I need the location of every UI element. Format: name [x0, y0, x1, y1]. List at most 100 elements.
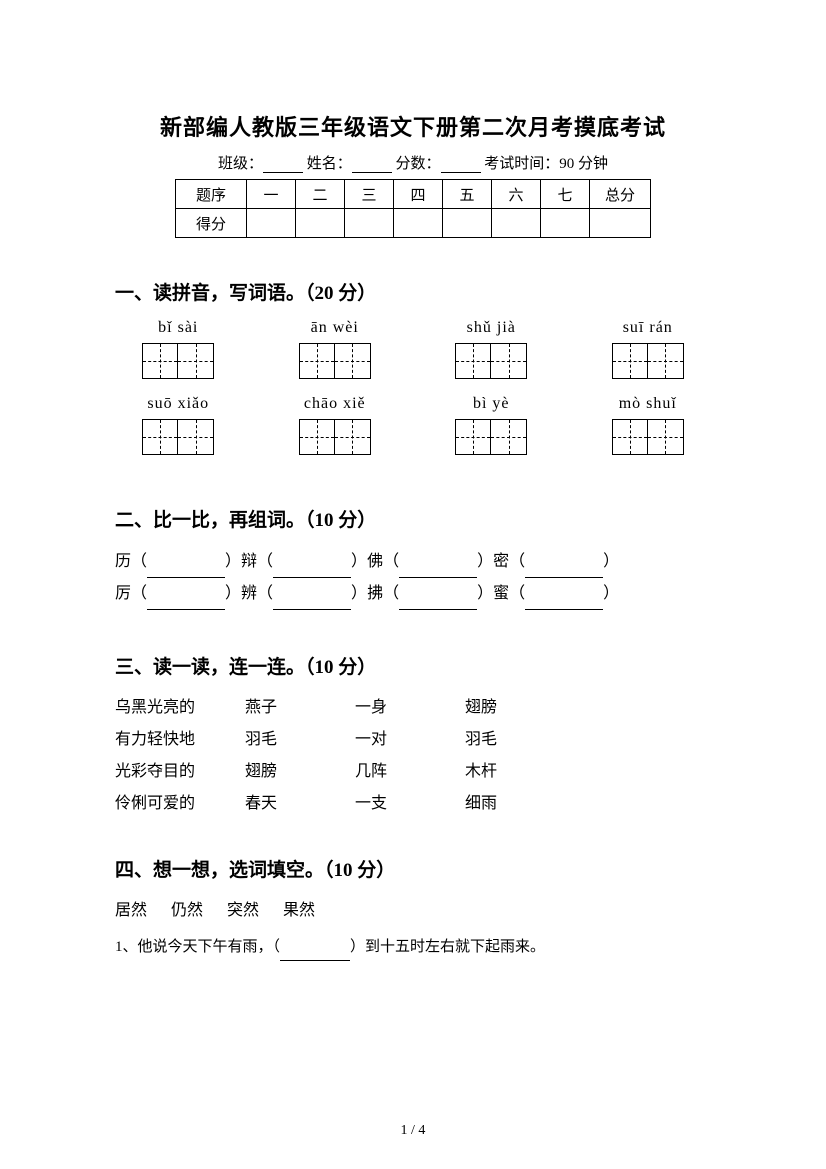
match-cell: 木杆 — [465, 757, 575, 781]
char-boxes — [585, 419, 712, 455]
match-cell: 羽毛 — [465, 725, 575, 749]
compare-blank[interactable] — [399, 563, 477, 578]
score-cell[interactable] — [247, 209, 296, 238]
compare-blank[interactable] — [147, 563, 225, 578]
paren-close: ） — [225, 553, 241, 570]
score-header-cell: 题序 — [176, 180, 247, 209]
compare-block: 历（）辩（）佛（）密（）厉（）辨（）拂（）蜜（） — [115, 546, 711, 610]
match-grid: 乌黑光亮的燕子一身翅膀有力轻快地羽毛一对羽毛光彩夺目的翅膀几阵木杆伶俐可爱的春天… — [115, 693, 711, 813]
choice-word: 果然 — [283, 902, 315, 919]
char-box[interactable] — [612, 343, 648, 379]
class-label: 班级： — [218, 156, 263, 172]
section3-heading: 三、读一读，连一连。（10 分） — [115, 652, 711, 679]
class-blank[interactable] — [263, 158, 303, 173]
section1-heading: 一、读拼音，写词语。（20 分） — [115, 278, 711, 305]
score-header-cell: 七 — [541, 180, 590, 209]
match-cell: 一身 — [355, 693, 465, 717]
char-boxes — [272, 343, 399, 379]
compare-blank[interactable] — [399, 595, 477, 610]
pinyin-label: chāo xiě — [272, 395, 399, 413]
compare-blank[interactable] — [273, 563, 351, 578]
compare-blank[interactable] — [273, 595, 351, 610]
pinyin-label: suī rán — [585, 319, 712, 337]
score-header-cell: 一 — [247, 180, 296, 209]
paren-close: ） — [225, 585, 241, 602]
name-blank[interactable] — [352, 158, 392, 173]
question-1: 1、他说今天下午有雨，（ ）到十五时左右就下起雨来。 — [115, 934, 711, 961]
compare-char: 辨（ — [241, 585, 273, 602]
choice-word: 突然 — [227, 902, 259, 919]
score-header-row: 题序一二三四五六七总分 — [176, 180, 651, 209]
pinyin-item: bǐ sài — [115, 319, 242, 379]
score-cell[interactable] — [541, 209, 590, 238]
char-box[interactable] — [335, 419, 371, 455]
char-box[interactable] — [178, 343, 214, 379]
page-number: 1 / 4 — [0, 1123, 826, 1139]
exam-page: 新部编人教版三年级语文下册第二次月考摸底考试 班级： 姓名： 分数： 考试时间：… — [0, 0, 826, 1169]
page-title: 新部编人教版三年级语文下册第二次月考摸底考试 — [115, 110, 711, 142]
compare-blank[interactable] — [525, 595, 603, 610]
char-box[interactable] — [648, 343, 684, 379]
char-box[interactable] — [491, 343, 527, 379]
char-box[interactable] — [142, 343, 178, 379]
section2-heading: 二、比一比，再组词。（10 分） — [115, 505, 711, 532]
char-box[interactable] — [491, 419, 527, 455]
score-header-cell: 六 — [492, 180, 541, 209]
char-box[interactable] — [142, 419, 178, 455]
match-cell: 春天 — [245, 789, 355, 813]
score-blank[interactable] — [441, 158, 481, 173]
q1-suffix: ）到十五时左右就下起雨来。 — [350, 939, 545, 955]
choice-word: 居然 — [115, 902, 147, 919]
score-cell[interactable] — [296, 209, 345, 238]
q1-prefix: 1、他说今天下午有雨，（ — [115, 939, 280, 955]
score-row-label: 得分 — [176, 209, 247, 238]
char-boxes — [115, 343, 242, 379]
char-boxes — [115, 419, 242, 455]
pinyin-label: ān wèi — [272, 319, 399, 337]
score-cell[interactable] — [345, 209, 394, 238]
char-box[interactable] — [455, 419, 491, 455]
compare-char: 历（ — [115, 553, 147, 570]
pinyin-item: shǔ jià — [428, 319, 555, 379]
score-cell[interactable] — [492, 209, 541, 238]
compare-char: 辩（ — [241, 553, 273, 570]
score-cell[interactable] — [394, 209, 443, 238]
compare-blank[interactable] — [147, 595, 225, 610]
char-boxes — [428, 419, 555, 455]
paren-close: ） — [603, 553, 619, 570]
pinyin-item: bì yè — [428, 395, 555, 455]
char-boxes — [272, 419, 399, 455]
char-boxes — [428, 343, 555, 379]
q1-blank[interactable] — [280, 946, 350, 961]
compare-row: 厉（）辨（）拂（）蜜（） — [115, 578, 711, 610]
char-box[interactable] — [612, 419, 648, 455]
paren-close: ） — [477, 553, 493, 570]
match-cell: 几阵 — [355, 757, 465, 781]
score-header-cell: 三 — [345, 180, 394, 209]
pinyin-label: shǔ jià — [428, 319, 555, 337]
compare-row: 历（）辩（）佛（）密（） — [115, 546, 711, 578]
score-header-cell: 五 — [443, 180, 492, 209]
paren-close: ） — [603, 585, 619, 602]
pinyin-label: bǐ sài — [115, 319, 242, 337]
match-cell: 伶俐可爱的 — [115, 789, 245, 813]
score-cell[interactable] — [590, 209, 651, 238]
match-cell: 光彩夺目的 — [115, 757, 245, 781]
word-choices: 居然仍然突然果然 — [115, 896, 711, 920]
char-box[interactable] — [299, 419, 335, 455]
char-box[interactable] — [178, 419, 214, 455]
pinyin-row-1: bǐ sài ān wèi shǔ jià suī rán — [115, 319, 711, 379]
compare-blank[interactable] — [525, 563, 603, 578]
char-box[interactable] — [455, 343, 491, 379]
match-cell: 羽毛 — [245, 725, 355, 749]
name-label: 姓名： — [307, 156, 352, 172]
paren-close: ） — [477, 585, 493, 602]
char-box[interactable] — [299, 343, 335, 379]
compare-char: 密（ — [493, 553, 525, 570]
char-box[interactable] — [648, 419, 684, 455]
char-box[interactable] — [335, 343, 371, 379]
score-table: 题序一二三四五六七总分 得分 — [175, 179, 651, 238]
match-cell: 有力轻快地 — [115, 725, 245, 749]
pinyin-item: chāo xiě — [272, 395, 399, 455]
score-cell[interactable] — [443, 209, 492, 238]
